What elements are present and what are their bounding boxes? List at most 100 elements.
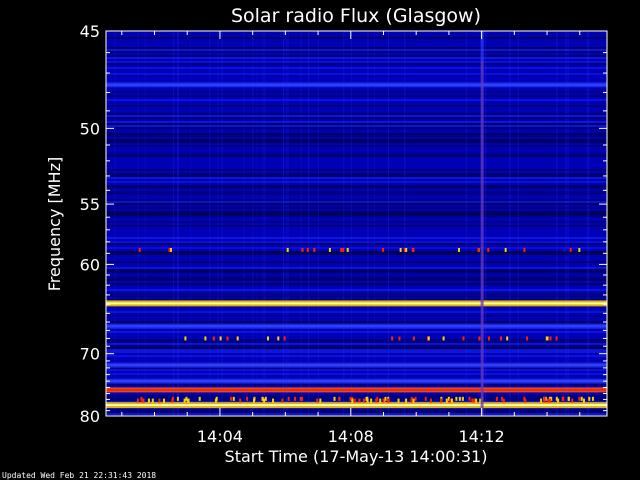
heatmap-row bbox=[106, 165, 607, 167]
burst-speckle bbox=[399, 247, 402, 252]
burst-speckle bbox=[487, 247, 490, 252]
heatmap-row bbox=[106, 223, 607, 225]
heatmap-row bbox=[106, 273, 607, 275]
heatmap-row bbox=[106, 61, 607, 63]
frequency-band bbox=[106, 388, 607, 391]
burst-speckle bbox=[477, 247, 480, 252]
heatmap-row bbox=[106, 161, 607, 163]
heatmap-row bbox=[106, 357, 607, 359]
heatmap-row bbox=[106, 147, 607, 149]
burst-speckle bbox=[266, 336, 269, 341]
heatmap-row bbox=[106, 239, 607, 241]
burst-speckle bbox=[212, 336, 215, 341]
burst-speckle bbox=[578, 396, 581, 401]
burst-speckle bbox=[546, 336, 549, 341]
heatmap-row bbox=[106, 145, 607, 147]
frequency-band bbox=[106, 325, 607, 328]
x-tick-label: 14:08 bbox=[328, 427, 374, 446]
heatmap-row bbox=[106, 251, 607, 253]
burst-speckle bbox=[349, 396, 352, 401]
heatmap-row bbox=[106, 219, 607, 221]
heatmap-row bbox=[106, 409, 607, 411]
burst-speckle bbox=[473, 398, 476, 403]
burst-speckle bbox=[301, 396, 304, 401]
burst-speckle bbox=[504, 247, 507, 252]
burst-speckle bbox=[427, 336, 430, 341]
burst-speckle bbox=[136, 398, 139, 403]
burst-speckle bbox=[319, 398, 322, 403]
heatmap-row bbox=[106, 413, 607, 415]
plot-frame bbox=[105, 30, 608, 417]
heatmap-row bbox=[106, 171, 607, 173]
burst-speckle bbox=[382, 247, 385, 252]
heatmap-row bbox=[106, 43, 607, 45]
heatmap-row bbox=[106, 285, 607, 287]
heatmap-row bbox=[106, 57, 607, 59]
frequency-band bbox=[106, 380, 607, 383]
heatmap-streak bbox=[588, 31, 590, 416]
burst-speckle bbox=[353, 398, 356, 403]
burst-speckle bbox=[151, 398, 154, 403]
heatmap-row bbox=[106, 141, 607, 143]
chart-title: Solar radio Flux (Glasgow) bbox=[231, 5, 481, 27]
heatmap-row bbox=[106, 317, 607, 319]
heatmap-row bbox=[106, 255, 607, 257]
heatmap-streak bbox=[177, 31, 179, 416]
frequency-band bbox=[106, 404, 607, 407]
heatmap-row bbox=[106, 37, 607, 39]
heatmap-row bbox=[106, 237, 607, 239]
heatmap-row bbox=[106, 177, 607, 179]
burst-speckle bbox=[246, 396, 249, 401]
x-tick-label: 14:12 bbox=[459, 427, 505, 446]
heatmap-row bbox=[106, 265, 607, 267]
burst-speckle bbox=[384, 396, 387, 401]
burst-speckle bbox=[549, 398, 552, 403]
burst-speckle bbox=[252, 398, 255, 403]
burst-speckle bbox=[523, 247, 526, 252]
burst-speckle bbox=[386, 398, 389, 403]
heatmap-row bbox=[106, 113, 607, 115]
heatmap-row bbox=[106, 75, 607, 77]
burst-speckle bbox=[506, 336, 509, 341]
burst-speckle bbox=[328, 247, 331, 252]
burst-speckle bbox=[405, 398, 408, 403]
burst-speckle bbox=[391, 336, 394, 341]
heatmap-row bbox=[106, 107, 607, 109]
heatmap-streak bbox=[300, 31, 302, 416]
heatmap-row bbox=[106, 101, 607, 103]
heatmap-row bbox=[106, 275, 607, 277]
heatmap-row bbox=[106, 395, 607, 397]
heatmap-row bbox=[106, 197, 607, 199]
heatmap-row bbox=[106, 99, 607, 101]
burst-speckle bbox=[340, 247, 343, 252]
burst-speckle bbox=[370, 398, 373, 403]
burst-speckle bbox=[375, 398, 378, 403]
heatmap-row bbox=[106, 149, 607, 151]
heatmap-row bbox=[106, 205, 607, 207]
heatmap-row bbox=[106, 371, 607, 373]
heatmap-streak bbox=[217, 31, 219, 416]
burst-speckle bbox=[183, 398, 186, 403]
heatmap-streak bbox=[243, 31, 245, 416]
heatmap-streak bbox=[374, 31, 376, 416]
heatmap-row bbox=[106, 309, 607, 311]
heatmap-row bbox=[106, 249, 607, 251]
burst-speckle bbox=[214, 398, 217, 403]
burst-speckle bbox=[342, 247, 345, 252]
x-axis-label: Start Time (17-May-13 14:00:31) bbox=[225, 447, 488, 466]
heatmap-streak bbox=[308, 31, 310, 416]
burst-speckle bbox=[582, 398, 585, 403]
heatmap-row bbox=[106, 353, 607, 355]
heatmap-row bbox=[106, 277, 607, 279]
heatmap-row bbox=[106, 241, 607, 243]
burst-speckle bbox=[287, 396, 290, 401]
heatmap-streak bbox=[283, 31, 285, 416]
spectrogram-heatmap bbox=[106, 31, 607, 416]
burst-speckle bbox=[580, 396, 583, 401]
heatmap-row bbox=[106, 117, 607, 119]
burst-speckle bbox=[351, 398, 354, 403]
y-tick-label: 45 bbox=[80, 22, 100, 41]
heatmap-row bbox=[106, 293, 607, 295]
heatmap-row bbox=[106, 235, 607, 237]
heatmap-row bbox=[106, 321, 607, 323]
